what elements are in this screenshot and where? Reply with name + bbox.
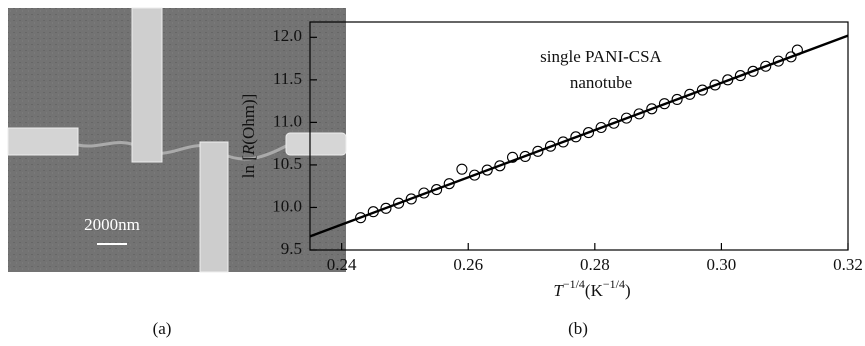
y-tick-label: 9.5	[281, 239, 302, 258]
data-point	[684, 88, 696, 100]
data-point	[532, 145, 544, 157]
x-tick-label: 0.32	[833, 255, 863, 274]
x-tick-label: 0.26	[453, 255, 483, 274]
data-point	[380, 202, 392, 214]
y-tick-label: 10.5	[272, 154, 302, 173]
data-point	[544, 140, 557, 152]
x-tick-label: 0.24	[327, 255, 357, 274]
data-point	[633, 108, 645, 120]
data-point	[671, 93, 683, 105]
data-point	[595, 121, 607, 134]
data-point	[747, 65, 759, 77]
data-point	[608, 117, 620, 129]
y-label-part: (Ohm)]	[239, 94, 258, 145]
y-label-part: R	[239, 144, 258, 156]
x-label-part: (K	[585, 281, 604, 300]
annotation: single PANI-CSA	[540, 47, 662, 66]
data-point	[405, 193, 417, 205]
data-point	[785, 51, 797, 63]
fit-line	[309, 34, 849, 238]
data-point	[494, 160, 506, 172]
data-point	[734, 70, 746, 82]
x-tick-label: 0.30	[707, 255, 737, 274]
data-point	[481, 164, 493, 176]
x-axis-label: T−1/4(K−1/4)	[553, 277, 630, 300]
x-label-part: )	[625, 281, 631, 300]
data-point	[696, 84, 708, 96]
data-point	[709, 79, 721, 91]
data-point	[506, 151, 519, 163]
data-point	[772, 55, 784, 67]
data-point	[658, 98, 670, 110]
x-tick-label: 0.28	[580, 255, 610, 274]
sem-image: 2000nm	[7, 7, 347, 273]
y-tick-label: 12.0	[272, 26, 302, 45]
x-label-part: −1/4	[603, 277, 625, 291]
data-point	[355, 212, 367, 224]
y-axis-label: ln [R(Ohm)]	[239, 94, 258, 179]
data-point	[393, 197, 405, 209]
data-point	[456, 163, 468, 175]
data-point	[519, 150, 531, 162]
y-label-part: ln [	[239, 155, 258, 178]
x-label-part: T	[553, 281, 564, 300]
data-point	[760, 60, 772, 72]
data-point	[469, 169, 481, 181]
caption: (a)	[153, 319, 172, 338]
annotation: nanotube	[570, 73, 632, 92]
y-tick-label: 11.5	[273, 69, 302, 88]
y-tick-label: 11.0	[273, 111, 302, 130]
data-point	[620, 112, 633, 124]
data-point	[646, 103, 658, 115]
data-point	[582, 127, 595, 139]
y-tick-label: 10.0	[272, 196, 302, 215]
plot-frame	[309, 21, 849, 251]
scale-bar-label: 2000nm	[84, 215, 140, 234]
data-point	[431, 184, 443, 196]
caption: (b)	[568, 319, 588, 338]
data-point	[557, 136, 569, 148]
data-point	[570, 131, 582, 143]
x-label-part: −1/4	[563, 277, 585, 291]
